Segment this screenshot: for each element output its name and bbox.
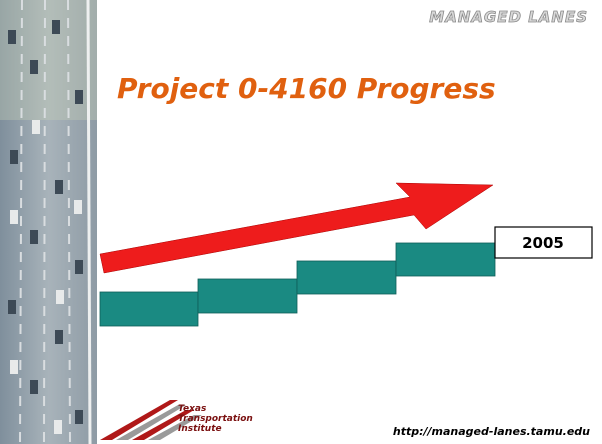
brand: MANAGED LANES bbox=[429, 8, 588, 26]
logo-line: Transportation bbox=[178, 414, 253, 424]
milestone-label: 2005 bbox=[522, 234, 564, 252]
logo: Texas Transportation Institute bbox=[100, 400, 253, 440]
slide: MANAGED LANES Project 0-4160 Progress 20… bbox=[0, 0, 602, 444]
slide-title: Project 0-4160 Progress bbox=[117, 72, 496, 105]
logo-line: Institute bbox=[178, 424, 222, 434]
logo-line: Texas bbox=[178, 404, 207, 414]
url: http://managed-lanes.tamu.edu bbox=[393, 425, 590, 438]
highway-photo bbox=[0, 0, 97, 444]
